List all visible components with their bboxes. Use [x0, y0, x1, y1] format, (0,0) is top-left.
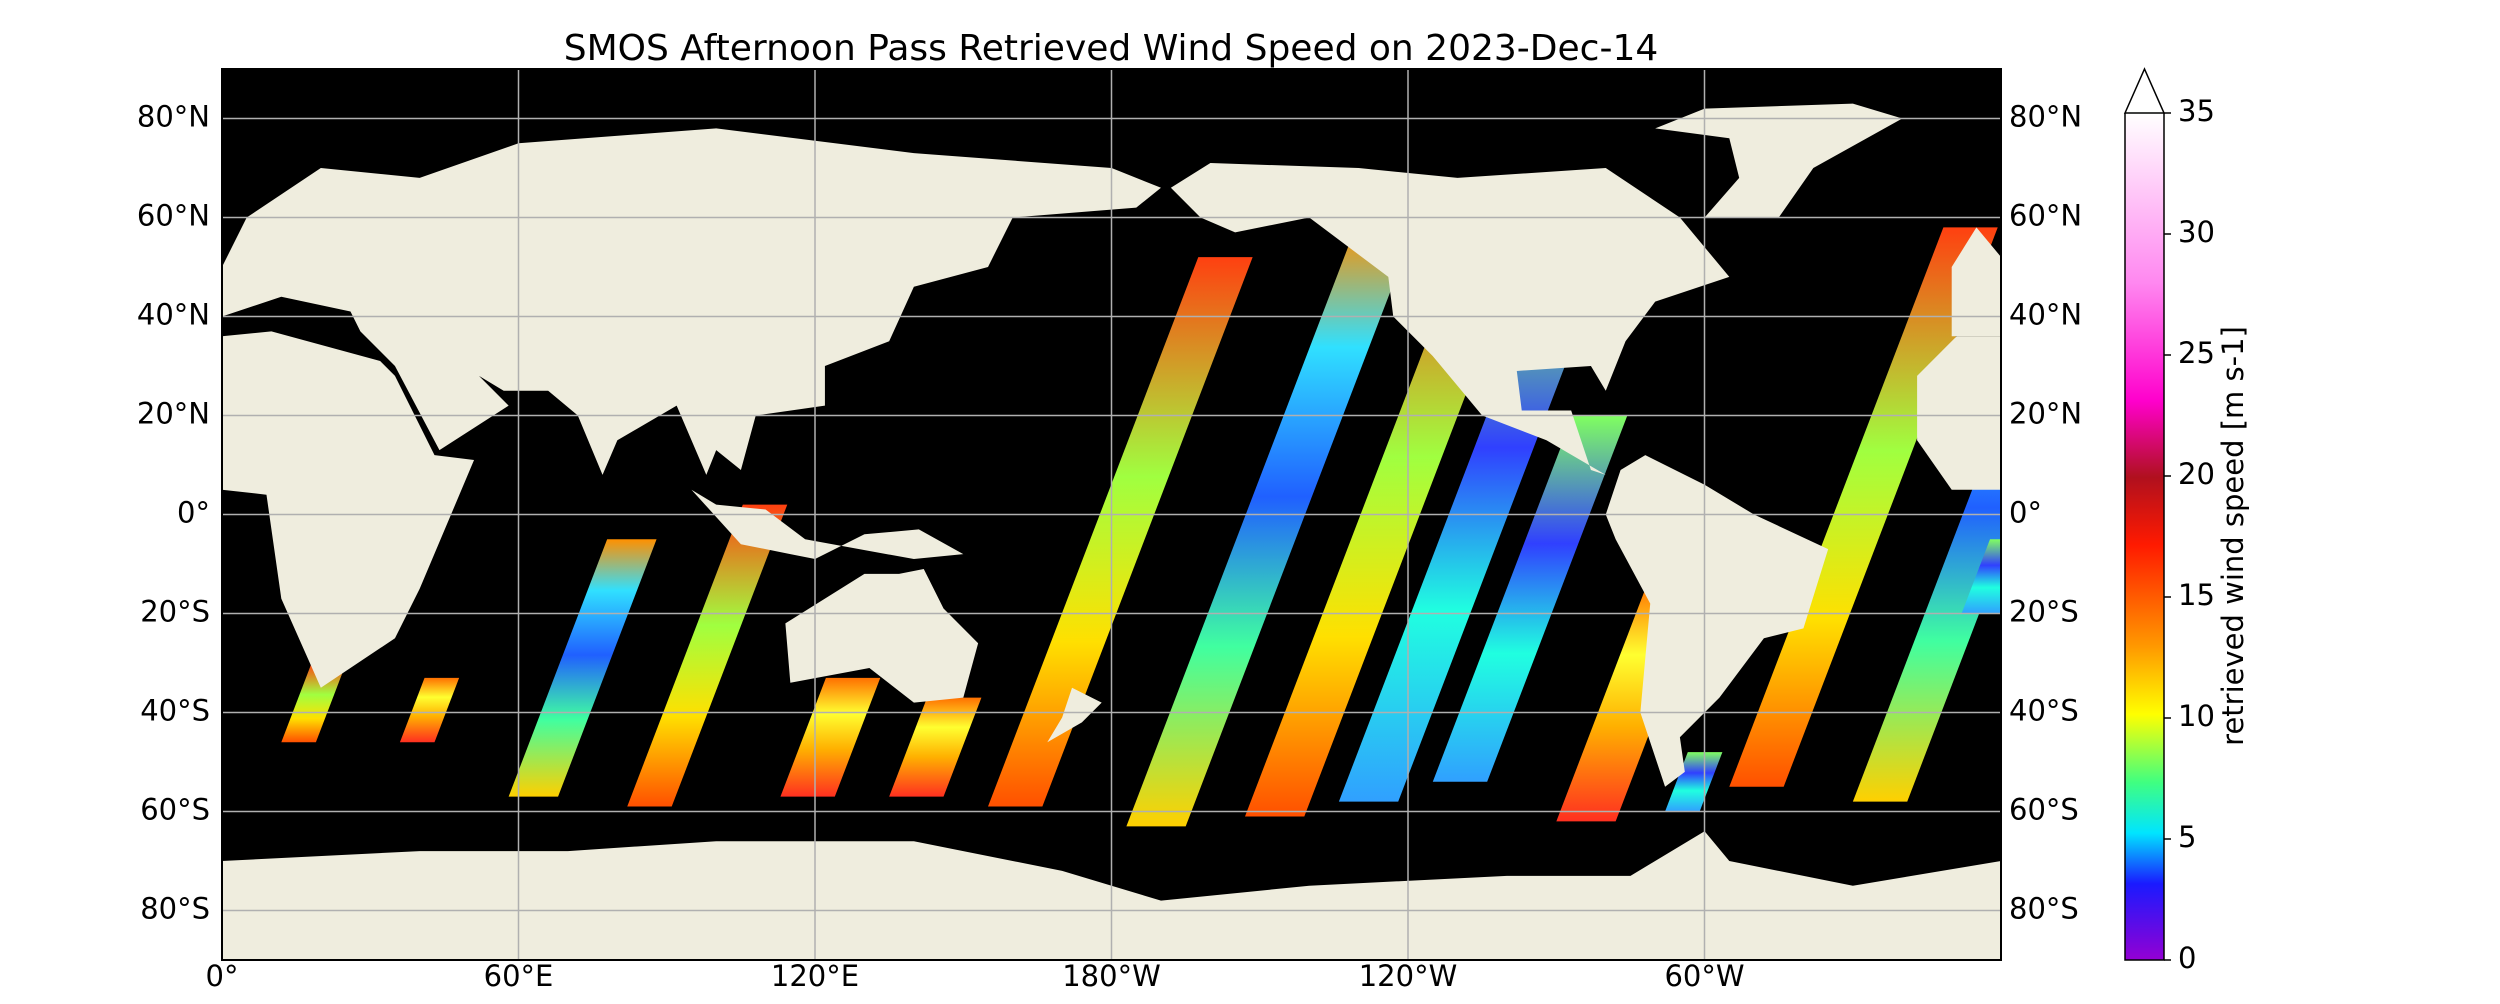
y-tick-label-right: 20°S	[2009, 595, 2079, 629]
south-america	[1605, 455, 1829, 787]
swath	[1338, 257, 1607, 802]
new-zealand	[1047, 687, 1102, 743]
swath	[1665, 752, 1723, 812]
x-tick-label: 120°E	[771, 959, 859, 993]
y-tick-label: 40°N	[137, 298, 210, 332]
y-tick-label-right: 20°N	[2009, 397, 2082, 431]
west-africa	[1917, 336, 2001, 490]
ticks: 0° 60°E 120°E 180°W 120°W 60°W 80°N 80°N 60°N 60°…	[137, 94, 2215, 993]
swath	[281, 663, 347, 743]
map-title: SMOS Afternoon Pass Retrieved Wind Speed…	[564, 28, 1659, 69]
colorbar-tick-label: 15	[2178, 578, 2215, 612]
map-frame	[221, 68, 2002, 961]
eurasia	[222, 128, 1161, 475]
grid	[222, 69, 2001, 960]
colorbar-ramp	[2125, 113, 2164, 960]
swath	[1961, 539, 2001, 614]
y-tick-label-right: 80°S	[2009, 892, 2079, 926]
colorbar-tick-label: 25	[2178, 336, 2215, 370]
australia	[785, 568, 979, 703]
indonesia	[691, 489, 964, 560]
swath	[399, 677, 460, 743]
map	[222, 69, 2001, 960]
colorbar: retrieved wind speed [m s-1]	[2123, 67, 2250, 961]
y-tick-label: 80°N	[137, 100, 210, 134]
y-tick-label-right: 0°	[2009, 496, 2042, 530]
y-tick-label-right: 60°S	[2009, 793, 2079, 827]
colorbar-tick-label: 10	[2178, 699, 2215, 733]
x-tick-label: 120°W	[1359, 959, 1458, 993]
colorbar-tick-label: 5	[2178, 820, 2196, 854]
colorbar-tick-label: 0	[2178, 941, 2196, 975]
y-tick-label-right: 40°N	[2009, 298, 2082, 332]
swath	[988, 257, 1253, 807]
swath	[780, 677, 881, 797]
x-tick-label: 180°W	[1062, 959, 1161, 993]
colorbar-extend	[2123, 67, 2166, 114]
x-tick-label: 60°W	[1664, 959, 1744, 993]
y-tick-label-right: 80°N	[2009, 100, 2082, 134]
x-tick-label: 0°	[206, 959, 239, 993]
y-tick-label: 80°S	[140, 892, 210, 926]
colorbar-tick-label: 20	[2178, 457, 2215, 491]
swath	[508, 539, 657, 797]
greenland	[1655, 103, 1903, 218]
y-tick-label: 20°S	[140, 595, 210, 629]
north-america	[1170, 163, 1730, 475]
africa	[222, 331, 475, 688]
x-tick-label: 60°E	[484, 959, 554, 993]
colorbar-tick-label: 30	[2178, 215, 2215, 249]
y-tick-label: 20°N	[137, 397, 210, 431]
swath	[1126, 227, 1415, 827]
y-tick-label: 60°S	[140, 793, 210, 827]
y-tick-label: 40°S	[140, 694, 210, 728]
y-tick-label: 0°	[177, 496, 210, 530]
colorbar-tick-label: 35	[2178, 94, 2215, 128]
swath	[627, 504, 788, 807]
swath	[1432, 415, 1628, 782]
colorbar-outline	[2124, 113, 2165, 961]
swath	[889, 697, 982, 797]
y-tick-label-right: 40°S	[2009, 694, 2079, 728]
colorbar-label: retrieved wind speed [m s-1]	[2216, 326, 2250, 746]
y-tick-label-right: 60°N	[2009, 199, 2082, 233]
europe-west	[1951, 227, 2001, 337]
y-tick-label: 60°N	[137, 199, 210, 233]
